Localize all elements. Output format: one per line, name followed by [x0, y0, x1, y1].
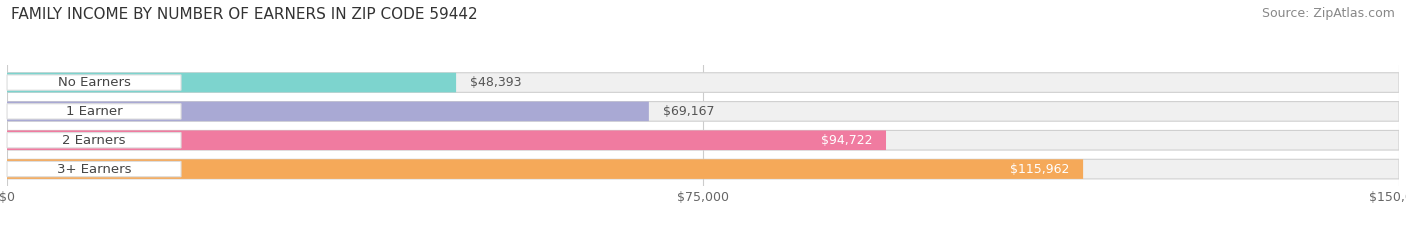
- Text: No Earners: No Earners: [58, 76, 131, 89]
- FancyBboxPatch shape: [7, 161, 181, 177]
- Text: $48,393: $48,393: [470, 76, 522, 89]
- FancyBboxPatch shape: [7, 133, 181, 148]
- Text: $69,167: $69,167: [662, 105, 714, 118]
- FancyBboxPatch shape: [7, 102, 650, 121]
- Text: $115,962: $115,962: [1010, 163, 1069, 176]
- Text: 3+ Earners: 3+ Earners: [56, 163, 131, 176]
- FancyBboxPatch shape: [7, 75, 181, 90]
- FancyBboxPatch shape: [7, 102, 1399, 121]
- FancyBboxPatch shape: [7, 130, 886, 150]
- FancyBboxPatch shape: [7, 130, 1399, 150]
- Text: 2 Earners: 2 Earners: [62, 134, 125, 147]
- Text: $94,722: $94,722: [821, 134, 872, 147]
- FancyBboxPatch shape: [7, 159, 1083, 179]
- FancyBboxPatch shape: [7, 73, 456, 92]
- FancyBboxPatch shape: [7, 159, 1399, 179]
- FancyBboxPatch shape: [7, 104, 181, 119]
- Text: Source: ZipAtlas.com: Source: ZipAtlas.com: [1261, 7, 1395, 20]
- FancyBboxPatch shape: [7, 73, 1399, 92]
- Text: FAMILY INCOME BY NUMBER OF EARNERS IN ZIP CODE 59442: FAMILY INCOME BY NUMBER OF EARNERS IN ZI…: [11, 7, 478, 22]
- Text: 1 Earner: 1 Earner: [66, 105, 122, 118]
